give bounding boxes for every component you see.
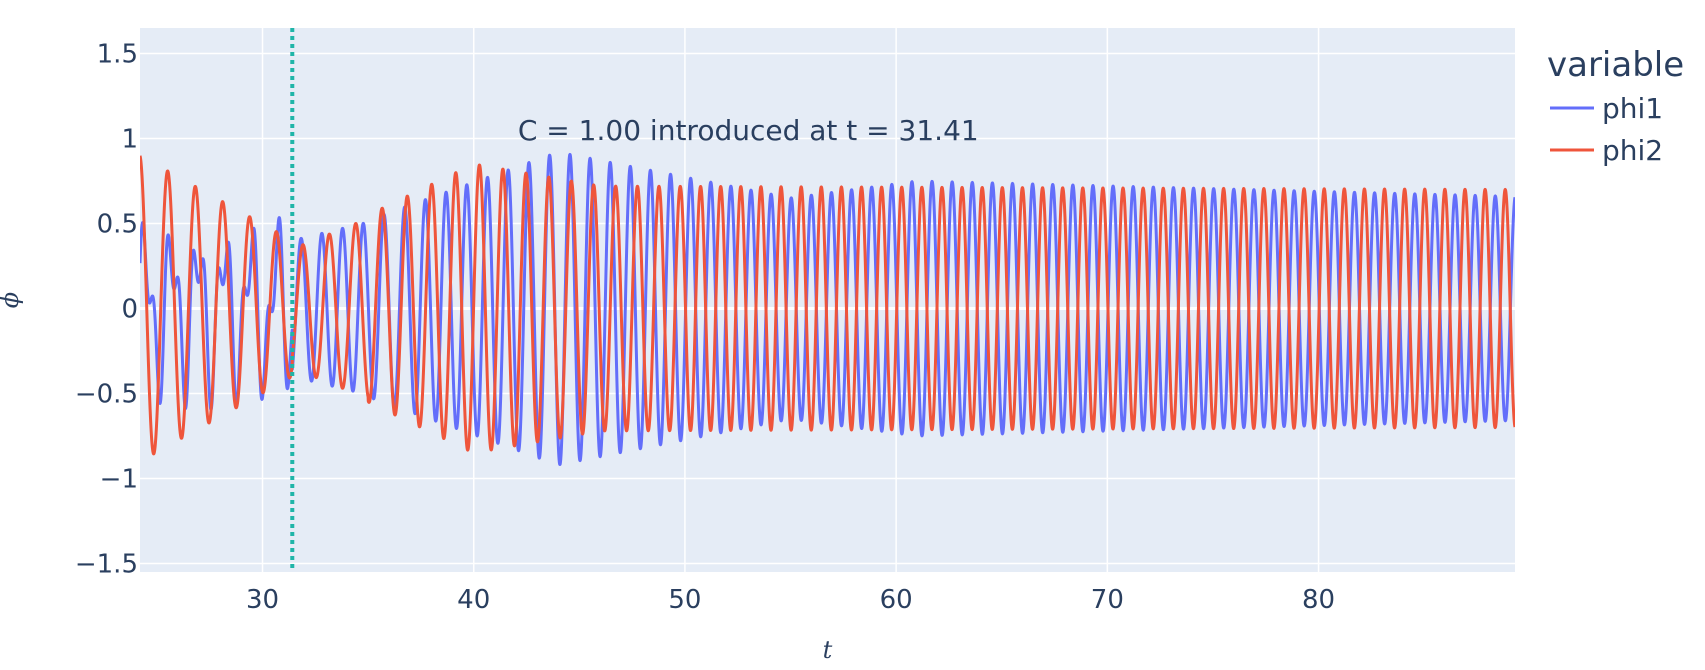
x-tick-label: 30: [246, 585, 279, 615]
x-axis-ticks: 30 40 50 60 70 80: [246, 585, 1335, 615]
chart-annotation: C = 1.00 introduced at t = 31.41: [518, 114, 979, 147]
legend-label-phi2: phi2: [1602, 134, 1663, 167]
y-tick-label: −1.5: [75, 550, 138, 580]
x-tick-label: 80: [1302, 585, 1335, 615]
y-tick-label: −0.5: [75, 380, 138, 410]
x-tick-label: 70: [1091, 585, 1124, 615]
series-line-phi2: [140, 154, 1515, 456]
y-tick-label: 1.5: [97, 40, 138, 70]
x-tick-label: 40: [457, 585, 490, 615]
x-tick-label: 50: [668, 585, 701, 615]
y-tick-label: 1: [121, 125, 138, 155]
legend-title: variable: [1547, 45, 1684, 85]
series-layer: [140, 152, 1515, 467]
y-tick-label: 0.5: [97, 210, 138, 240]
series-line-phi1: [140, 152, 1515, 467]
legend-label-phi1: phi1: [1602, 92, 1663, 125]
y-tick-label: 0: [121, 295, 138, 325]
x-tick-label: 60: [880, 585, 913, 615]
y-axis-title: ϕ: [0, 292, 24, 308]
y-tick-label: −1: [100, 465, 138, 495]
y-axis-ticks: −1.5 −1 −0.5 0 0.5 1 1.5: [75, 40, 138, 580]
x-axis-title: t: [823, 636, 833, 664]
legend: variable phi1 phi2: [1547, 45, 1684, 167]
